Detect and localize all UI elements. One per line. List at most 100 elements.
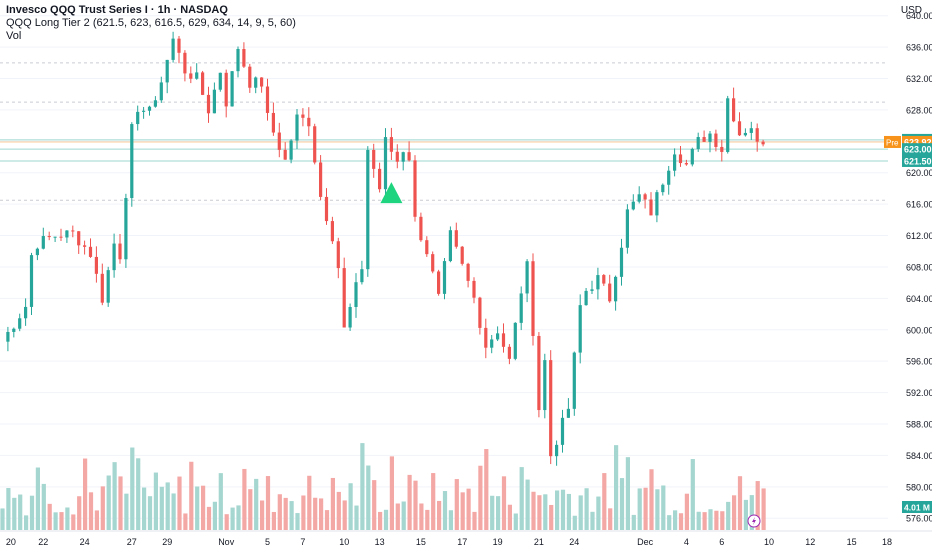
currency-label[interactable]: USD: [900, 5, 922, 16]
candle-body: [619, 247, 624, 277]
volume-bar: [289, 501, 294, 530]
candle-body: [77, 231, 81, 246]
time-tick-label: 6: [719, 537, 724, 547]
candle-body: [531, 261, 535, 336]
candle-body: [295, 114, 299, 141]
candle-body: [625, 209, 629, 248]
price-tick-label: 592.00: [906, 388, 932, 398]
volume-bar: [478, 465, 483, 530]
volume-bar: [112, 462, 117, 530]
candle-body: [307, 117, 311, 127]
candle-body: [106, 270, 110, 303]
volume-bar: [761, 488, 766, 530]
candle-body: [702, 137, 706, 142]
candle-body: [478, 297, 482, 328]
candle-body: [277, 132, 281, 150]
price-tick-label: 640.00: [906, 11, 932, 21]
volume-bar: [224, 514, 229, 530]
symbol-title[interactable]: Invesco QQQ Trust Series I · 1h · NASDAQ: [6, 4, 228, 16]
volume-bar: [667, 515, 672, 530]
time-tick-label: 20: [6, 537, 16, 547]
candle-body: [737, 121, 742, 136]
candle-body: [354, 282, 358, 307]
candle-body: [431, 254, 435, 272]
candle-body: [165, 59, 169, 83]
volume-bar: [619, 478, 625, 530]
volume-bar: [265, 476, 271, 530]
candle-body: [437, 271, 441, 294]
volume-bar: [560, 489, 566, 530]
volume-bar: [513, 513, 518, 530]
volume-bar: [655, 489, 660, 530]
volume-bar: [425, 509, 430, 530]
volume-bar: [501, 476, 507, 530]
volume-bar: [29, 495, 35, 530]
price-axis[interactable]: 576.00 580.00 584.00 588.00 592.00 596.00 600.…: [884, 11, 932, 524]
candle-body: [83, 245, 87, 247]
volume-bar: [242, 468, 247, 530]
volume-bar: [519, 467, 524, 530]
buy-signal-marker: [380, 182, 403, 204]
volume-badge: [902, 501, 932, 513]
candle-body: [183, 52, 187, 74]
volume-bar: [543, 494, 548, 530]
volume-bar: [673, 510, 678, 530]
volume-bar: [378, 511, 383, 530]
volume-bar: [106, 475, 111, 530]
volume-bar: [0, 508, 5, 530]
time-tick-label: 24: [569, 537, 579, 547]
candle-body: [136, 111, 140, 125]
volume-bar: [165, 482, 170, 530]
volume-legend[interactable]: Vol: [6, 30, 22, 42]
candle-body: [159, 82, 163, 101]
candle-body: [513, 322, 517, 359]
candle-body: [466, 263, 470, 281]
volume-bar: [254, 478, 259, 530]
candle-body: [65, 230, 69, 238]
candle-body: [230, 71, 234, 107]
price-tag: [902, 143, 932, 156]
candle-body: [649, 199, 653, 216]
volume-bar: [661, 485, 666, 530]
time-tick-label: 12: [805, 537, 815, 547]
volume-bar: [572, 515, 577, 530]
volume-bar: [366, 465, 371, 530]
candle-body: [755, 128, 759, 142]
price-tick-label: 584.00: [906, 451, 932, 461]
candle-body: [484, 327, 488, 348]
candle-body: [460, 246, 464, 264]
price-tick-label: 628.00: [906, 105, 932, 115]
volume-bar: [496, 496, 501, 530]
candle-body: [342, 268, 346, 328]
volume-bar: [372, 480, 377, 530]
volume-bar: [608, 508, 613, 530]
volume-bar: [336, 491, 341, 530]
candle-body: [472, 280, 476, 298]
candle-body: [673, 154, 677, 171]
volume-bar: [71, 514, 76, 530]
candle-body: [260, 77, 264, 87]
candle-body: [407, 152, 411, 161]
price-tag-label: 623.00: [904, 145, 932, 155]
candle-body: [201, 72, 205, 95]
candle-body: [643, 194, 647, 200]
volume-bar: [142, 487, 147, 530]
candle-body: [631, 201, 635, 210]
volume-bar: [35, 467, 40, 530]
candle-body: [519, 293, 523, 323]
chart-legend: Invesco QQQ Trust Series I · 1h · NASDAQ…: [6, 4, 296, 43]
candle-body: [714, 133, 718, 147]
candle-body: [661, 184, 665, 193]
volume-bar: [248, 489, 253, 530]
volume-bar: [631, 514, 636, 530]
volume-bar: [159, 486, 164, 530]
volume-bar: [153, 472, 158, 530]
candle-body: [313, 126, 317, 163]
time-axis[interactable]: 20 22 24 27 29 Nov 5 7 10 13 15 17 19 21 24 Dec 4 6 10 12 15…: [0, 514, 932, 547]
candle-body: [94, 256, 98, 274]
volume-bar: [696, 511, 701, 530]
volume-bar: [348, 483, 353, 530]
indicator-legend[interactable]: QQQ Long Tier 2 (621.5, 623, 616.5, 629,…: [6, 17, 296, 29]
time-tick-label: 18: [882, 537, 892, 547]
